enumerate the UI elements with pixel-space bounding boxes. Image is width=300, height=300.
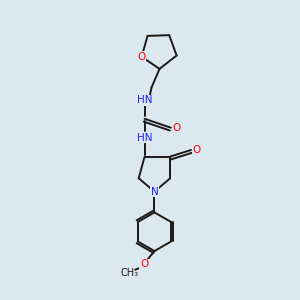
Text: O: O [192,145,200,155]
Text: O: O [172,123,180,133]
Text: CH₃: CH₃ [120,268,138,278]
Text: HN: HN [137,133,152,142]
Text: HN: HN [137,95,152,105]
Text: O: O [137,52,146,62]
Text: N: N [151,187,158,196]
Text: O: O [140,260,148,269]
